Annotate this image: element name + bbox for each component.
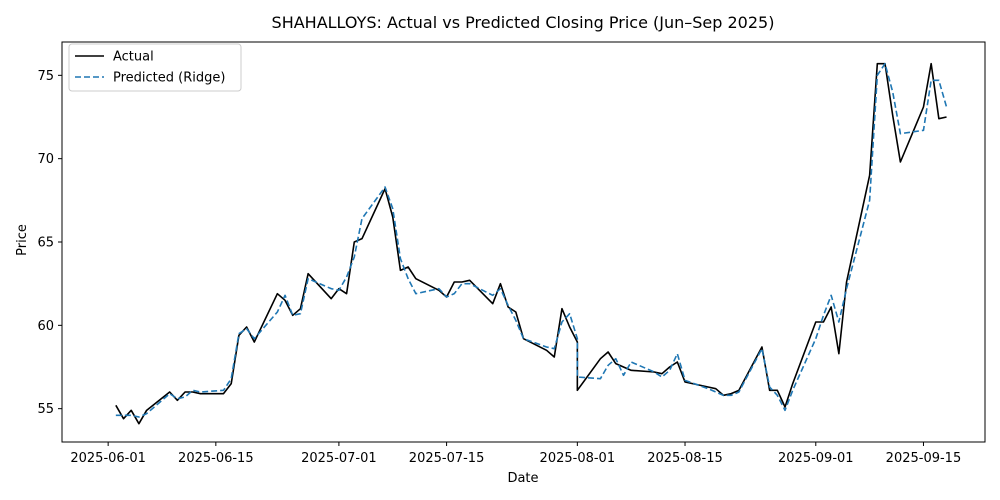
x-tick-label: 2025-08-01: [540, 451, 616, 466]
legend-label-predicted: Predicted (Ridge): [113, 71, 225, 86]
legend-box: [68, 43, 242, 92]
y-tick-label: 75: [37, 69, 54, 84]
x-tick-label: 2025-08-15: [647, 451, 723, 466]
x-tick-label: 2025-06-01: [70, 451, 146, 466]
x-tick-label: 2025-07-01: [301, 451, 377, 466]
legend-label-actual: Actual: [113, 50, 154, 65]
y-tick-label: 70: [37, 152, 54, 167]
x-axis-label: Date: [507, 471, 538, 486]
chart-title: SHAHALLOYS: Actual vs Predicted Closing …: [272, 13, 775, 32]
series-line-predicted: [115, 62, 948, 418]
axes: 2025-06-01 2025-06-15 2025-07-01 2025-07-15…: [37, 41, 986, 466]
x-tick-label: 2025-09-15: [886, 451, 962, 466]
plot-area: [115, 62, 948, 425]
x-tick-label: 2025-09-01: [778, 451, 854, 466]
x-tick-label: 2025-06-15: [178, 451, 254, 466]
x-tick-label: 2025-07-15: [409, 451, 485, 466]
y-tick-label: 60: [37, 319, 54, 334]
y-tick-label: 65: [37, 236, 54, 251]
y-tick-label: 55: [37, 402, 54, 417]
y-axis-label: Price: [15, 224, 30, 256]
legend: Actual Predicted (Ridge): [68, 43, 242, 92]
